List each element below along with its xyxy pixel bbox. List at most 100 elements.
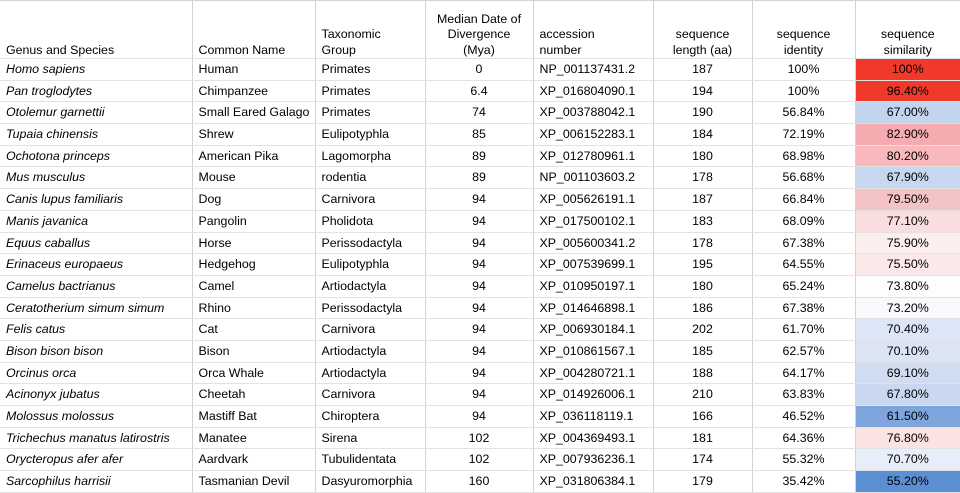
cell-common-name[interactable]: Chimpanzee (192, 80, 316, 103)
cell-common-name[interactable]: Dog (192, 188, 316, 211)
cell-sequence-length[interactable]: 179 (653, 470, 753, 493)
cell-divergence-mya[interactable]: 94 (425, 188, 534, 211)
cell-accession-number[interactable]: NP_001103603.2 (533, 166, 654, 190)
cell-sequence-identity[interactable]: 68.98% (752, 145, 856, 168)
cell-taxonomic-group[interactable]: Eulipotyphla (315, 123, 426, 146)
cell-taxonomic-group[interactable]: Carnivora (315, 383, 426, 406)
cell-divergence-mya[interactable]: 160 (425, 470, 534, 493)
cell-sequence-similarity[interactable]: 70.40% (855, 318, 960, 341)
cell-taxonomic-group[interactable]: Artiodactyla (315, 362, 426, 385)
cell-sequence-identity[interactable]: 61.70% (752, 318, 856, 341)
cell-sequence-similarity[interactable]: 75.50% (855, 253, 960, 276)
cell-accession-number[interactable]: XP_005600341.2 (533, 232, 654, 255)
cell-species[interactable]: Camelus bactrianus (0, 275, 193, 298)
cell-divergence-mya[interactable]: 0 (425, 58, 534, 81)
cell-sequence-length[interactable]: 210 (653, 383, 753, 406)
cell-taxonomic-group[interactable]: Perissodactyla (315, 297, 426, 320)
cell-sequence-identity[interactable]: 100% (752, 58, 856, 81)
cell-sequence-length[interactable]: 183 (653, 210, 753, 233)
cell-sequence-length[interactable]: 181 (653, 427, 753, 450)
cell-sequence-identity[interactable]: 67.38% (752, 232, 856, 255)
cell-taxonomic-group[interactable]: Artiodactyla (315, 340, 426, 363)
cell-sequence-similarity[interactable]: 82.90% (855, 123, 960, 146)
cell-sequence-identity[interactable]: 64.36% (752, 427, 856, 450)
cell-species[interactable]: Felis catus (0, 318, 193, 341)
cell-sequence-length[interactable]: 202 (653, 318, 753, 341)
cell-species[interactable]: Orcinus orca (0, 362, 193, 385)
cell-sequence-length[interactable]: 186 (653, 297, 753, 320)
cell-sequence-similarity[interactable]: 100% (855, 58, 960, 81)
cell-sequence-length[interactable]: 180 (653, 275, 753, 298)
cell-sequence-similarity[interactable]: 73.20% (855, 297, 960, 320)
cell-common-name[interactable]: Pangolin (192, 210, 316, 233)
cell-accession-number[interactable]: XP_016804090.1 (533, 80, 654, 103)
cell-sequence-similarity[interactable]: 96.40% (855, 80, 960, 103)
cell-sequence-identity[interactable]: 63.83% (752, 383, 856, 406)
cell-species[interactable]: Canis lupus familiaris (0, 188, 193, 211)
cell-common-name[interactable]: Cheetah (192, 383, 316, 406)
cell-sequence-similarity[interactable]: 77.10% (855, 210, 960, 233)
cell-taxonomic-group[interactable]: Perissodactyla (315, 232, 426, 255)
cell-species[interactable]: Orycteropus afer afer (0, 448, 193, 472)
cell-species[interactable]: Ceratotherium simum simum (0, 297, 193, 320)
cell-divergence-mya[interactable]: 94 (425, 340, 534, 363)
cell-sequence-identity[interactable]: 62.57% (752, 340, 856, 363)
cell-species[interactable]: Molossus molossus (0, 405, 193, 428)
cell-accession-number[interactable]: XP_012780961.1 (533, 145, 654, 168)
cell-sequence-similarity[interactable]: 61.50% (855, 405, 960, 428)
cell-sequence-similarity[interactable]: 67.90% (855, 166, 960, 190)
cell-taxonomic-group[interactable]: Lagomorpha (315, 145, 426, 168)
cell-sequence-similarity[interactable]: 76.80% (855, 427, 960, 450)
cell-divergence-mya[interactable]: 94 (425, 232, 534, 255)
cell-taxonomic-group[interactable]: Chiroptera (315, 405, 426, 428)
cell-common-name[interactable]: American Pika (192, 145, 316, 168)
cell-sequence-similarity[interactable]: 73.80% (855, 275, 960, 298)
cell-common-name[interactable]: Rhino (192, 297, 316, 320)
cell-divergence-mya[interactable]: 89 (425, 166, 534, 190)
cell-divergence-mya[interactable]: 6.4 (425, 80, 534, 103)
cell-sequence-length[interactable]: 188 (653, 362, 753, 385)
cell-sequence-similarity[interactable]: 55.20% (855, 470, 960, 493)
cell-sequence-identity[interactable]: 64.17% (752, 362, 856, 385)
cell-sequence-identity[interactable]: 56.68% (752, 166, 856, 190)
cell-taxonomic-group[interactable]: Primates (315, 101, 426, 125)
cell-sequence-similarity[interactable]: 79.50% (855, 188, 960, 211)
cell-common-name[interactable]: Camel (192, 275, 316, 298)
cell-taxonomic-group[interactable]: Carnivora (315, 188, 426, 211)
cell-sequence-length[interactable]: 187 (653, 188, 753, 211)
cell-divergence-mya[interactable]: 94 (425, 362, 534, 385)
cell-sequence-identity[interactable]: 68.09% (752, 210, 856, 233)
cell-sequence-identity[interactable]: 100% (752, 80, 856, 103)
cell-accession-number[interactable]: XP_004369493.1 (533, 427, 654, 450)
cell-accession-number[interactable]: NP_001137431.2 (533, 58, 654, 81)
cell-taxonomic-group[interactable]: Pholidota (315, 210, 426, 233)
cell-species[interactable]: Equus caballus (0, 232, 193, 255)
cell-divergence-mya[interactable]: 94 (425, 275, 534, 298)
cell-sequence-length[interactable]: 194 (653, 80, 753, 103)
cell-divergence-mya[interactable]: 85 (425, 123, 534, 146)
cell-divergence-mya[interactable]: 74 (425, 101, 534, 125)
cell-accession-number[interactable]: XP_007539699.1 (533, 253, 654, 276)
cell-sequence-similarity[interactable]: 67.80% (855, 383, 960, 406)
cell-common-name[interactable]: Aardvark (192, 448, 316, 472)
cell-species[interactable]: Sarcophilus harrisii (0, 470, 193, 493)
cell-accession-number[interactable]: XP_004280721.1 (533, 362, 654, 385)
cell-common-name[interactable]: Manatee (192, 427, 316, 450)
cell-common-name[interactable]: Orca Whale (192, 362, 316, 385)
cell-accession-number[interactable]: XP_031806384.1 (533, 470, 654, 493)
cell-species[interactable]: Acinonyx jubatus (0, 383, 193, 406)
cell-sequence-identity[interactable]: 67.38% (752, 297, 856, 320)
cell-taxonomic-group[interactable]: Sirena (315, 427, 426, 450)
cell-sequence-similarity[interactable]: 69.10% (855, 362, 960, 385)
cell-divergence-mya[interactable]: 94 (425, 383, 534, 406)
cell-species[interactable]: Mus musculus (0, 166, 193, 190)
cell-species[interactable]: Tupaia chinensis (0, 123, 193, 146)
cell-sequence-length[interactable]: 184 (653, 123, 753, 146)
cell-common-name[interactable]: Shrew (192, 123, 316, 146)
cell-sequence-similarity[interactable]: 80.20% (855, 145, 960, 168)
cell-sequence-similarity[interactable]: 70.10% (855, 340, 960, 363)
cell-species[interactable]: Homo sapiens (0, 58, 193, 81)
cell-accession-number[interactable]: XP_014646898.1 (533, 297, 654, 320)
cell-taxonomic-group[interactable]: Carnivora (315, 318, 426, 341)
cell-common-name[interactable]: Cat (192, 318, 316, 341)
